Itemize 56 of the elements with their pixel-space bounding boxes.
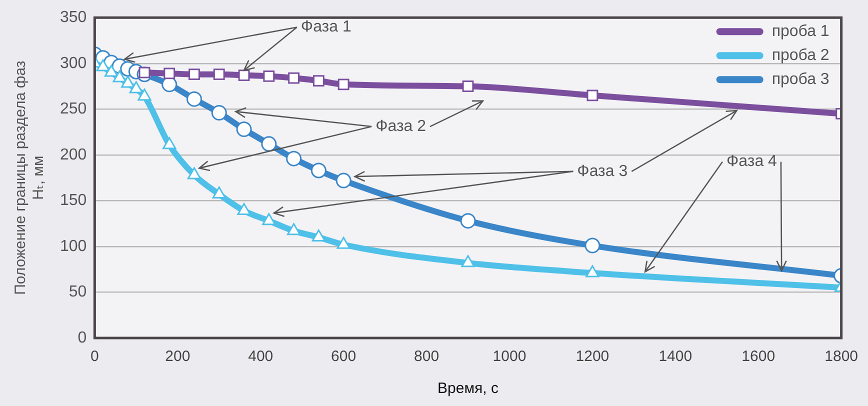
y-tick-label: 300	[60, 54, 87, 72]
x-tick-label: 1000	[492, 348, 526, 366]
x-tick-label: 1800	[824, 348, 858, 366]
point	[138, 88, 152, 101]
y-tick-label: 250	[60, 100, 87, 118]
point	[162, 137, 176, 150]
x-tick-label: 1200	[576, 348, 610, 366]
point	[310, 162, 326, 178]
y-tick-label: 0	[78, 329, 87, 346]
y-axis-title: Положение границы раздела фаз Hₜ, мм	[12, 60, 48, 295]
y-tick-label: 200	[60, 146, 87, 164]
point	[186, 91, 202, 107]
x-tick-label: 1400	[658, 348, 692, 366]
legend-label: проба 1	[772, 23, 830, 40]
point	[336, 172, 352, 188]
legend-label: проба 3	[772, 71, 830, 88]
annotation: Фаза 4	[726, 153, 778, 170]
point	[462, 80, 474, 92]
y-tick-label: 350	[60, 9, 87, 26]
point	[288, 72, 300, 84]
point	[212, 186, 226, 199]
point	[236, 122, 252, 138]
point	[312, 75, 324, 86]
annotation: Фаза 3	[577, 162, 628, 180]
x-tick-label: 400	[248, 348, 274, 366]
point	[586, 90, 598, 102]
point	[312, 230, 326, 242]
point	[238, 70, 250, 81]
point	[460, 213, 476, 229]
point	[336, 236, 350, 249]
y-tick-label: 100	[60, 238, 87, 255]
point	[338, 78, 350, 90]
x-tick-label: 1600	[742, 348, 776, 366]
annotation: Фаза 1	[300, 18, 352, 36]
point	[188, 68, 200, 80]
point	[164, 68, 176, 80]
x-tick-label: 200	[165, 348, 190, 366]
y-tick-label: 150	[60, 192, 87, 210]
point	[286, 150, 302, 166]
point	[461, 255, 475, 268]
point	[262, 213, 276, 226]
point	[261, 136, 277, 152]
y-tick-label: 50	[68, 284, 87, 301]
x-axis-title: Время, с	[438, 380, 499, 398]
point	[213, 68, 225, 80]
point	[237, 203, 251, 216]
x-tick-label: 600	[331, 348, 356, 366]
point	[211, 105, 227, 121]
point	[584, 238, 600, 254]
annotation: Фаза 2	[376, 118, 426, 135]
x-tick-label: 800	[414, 348, 440, 366]
point	[263, 70, 275, 82]
x-tick-label: 0	[90, 348, 99, 366]
point	[586, 265, 600, 278]
point	[187, 167, 202, 180]
legend-label: проба 2	[772, 47, 830, 64]
